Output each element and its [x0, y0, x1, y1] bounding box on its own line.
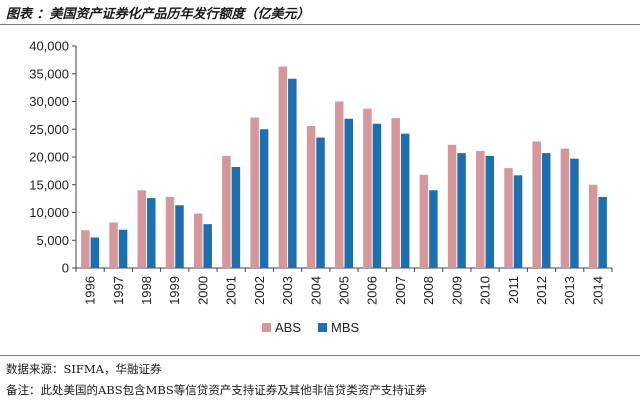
bar-mbs-2013 — [570, 158, 579, 268]
bar-mbs-2004 — [316, 137, 325, 268]
legend-label-abs: ABS — [275, 320, 301, 335]
bar-abs-2000 — [193, 213, 203, 268]
y-tick-label: 40,000 — [29, 39, 69, 54]
x-tick-label: 2002 — [252, 276, 267, 305]
x-tick-label: 1997 — [111, 276, 126, 305]
y-tick-labels: 0 5,000 10,000 15,000 20,000 25,000 30,000 35,0… — [29, 39, 69, 276]
bar-abs-2008 — [419, 174, 429, 268]
bar-abs-2003 — [278, 66, 288, 268]
x-tick-label: 2007 — [393, 276, 408, 305]
chart-legend: ABS MBS — [262, 320, 360, 335]
bar-abs-2012 — [532, 141, 541, 268]
bar-abs-1999 — [165, 196, 175, 268]
y-tick-label: 0 — [62, 261, 69, 276]
x-tick-label: 2001 — [224, 276, 239, 305]
bar-abs-2014 — [588, 184, 598, 268]
chart-bars — [81, 66, 607, 269]
remark-note: 备注：此处美国的ABS包含MBS等信贷资产支持证券及其他非信贷类资产支持证券 — [6, 383, 427, 397]
bar-chart: 1996 1997 1998 1999 2000 2001 2002 2003 2004 2005… — [29, 39, 613, 335]
legend-swatch-mbs — [318, 323, 327, 332]
bar-abs-1997 — [109, 222, 118, 268]
x-tick-label: 1999 — [167, 276, 182, 305]
chart-axes — [72, 45, 613, 272]
y-tick-label: 5,000 — [36, 233, 69, 248]
bar-abs-2011 — [504, 168, 513, 268]
bar-mbs-2008 — [429, 190, 438, 268]
x-tick-label: 2000 — [195, 276, 210, 305]
x-tick-label: 2009 — [449, 276, 464, 305]
bar-mbs-2007 — [400, 133, 410, 268]
x-tick-label: 2014 — [590, 276, 605, 305]
x-tick-label: 2012 — [534, 276, 549, 305]
x-tick-label: 2005 — [337, 276, 352, 305]
bar-abs-1998 — [137, 190, 147, 268]
bar-mbs-2000 — [203, 224, 212, 268]
x-tick-labels: 1996 1997 1998 1999 2000 2001 2002 2003 2004 2005… — [83, 276, 606, 305]
y-tick-label: 35,000 — [29, 66, 69, 81]
bar-mbs-2011 — [513, 175, 523, 268]
title-bar: 图表 ：美国资产证券化产品历年发行额度（亿美元） — [0, 0, 640, 25]
bar-abs-2004 — [306, 125, 316, 268]
chart-title: 图表 ：美国资产证券化产品历年发行额度（亿美元） — [6, 7, 310, 22]
y-tick-label: 15,000 — [29, 177, 69, 192]
footer-divider — [0, 355, 640, 356]
legend-label-mbs: MBS — [331, 320, 360, 335]
bar-mbs-1996 — [90, 237, 100, 268]
y-tick-label: 10,000 — [29, 205, 69, 220]
bar-mbs-2001 — [231, 166, 241, 268]
bar-abs-2010 — [476, 150, 485, 268]
x-tick-label: 2004 — [308, 276, 323, 305]
bar-mbs-2009 — [457, 153, 466, 268]
bar-abs-2001 — [222, 155, 231, 268]
y-tick-label: 25,000 — [29, 122, 69, 137]
bar-mbs-2012 — [541, 153, 551, 268]
bar-mbs-1999 — [175, 205, 184, 268]
x-tick-label: 1998 — [139, 276, 154, 305]
x-tick-label: 1996 — [83, 276, 98, 305]
data-source-note: 数据来源：SIFMA，华融证券 — [6, 362, 162, 376]
bar-mbs-2003 — [288, 78, 297, 268]
x-tick-label: 2006 — [365, 276, 380, 305]
x-tick-label: 2013 — [562, 276, 577, 305]
bar-mbs-2014 — [598, 196, 607, 268]
bar-abs-2005 — [335, 101, 344, 268]
x-tick-label: 2008 — [421, 276, 436, 305]
bar-mbs-2005 — [344, 118, 353, 268]
bar-abs-2002 — [250, 117, 259, 268]
bar-mbs-2010 — [485, 155, 495, 268]
x-tick-label: 2010 — [478, 276, 493, 305]
bar-abs-1996 — [81, 230, 90, 268]
bar-abs-2006 — [363, 108, 372, 268]
bar-abs-2009 — [447, 144, 457, 268]
bar-abs-2007 — [391, 118, 400, 269]
y-tick-label: 20,000 — [29, 150, 69, 165]
y-tick-label: 30,000 — [29, 94, 69, 109]
bar-mbs-2002 — [259, 129, 269, 268]
bar-mbs-1997 — [118, 229, 128, 268]
bar-abs-2013 — [560, 148, 570, 268]
legend-swatch-abs — [262, 323, 271, 332]
x-tick-label: 2003 — [280, 276, 295, 305]
bar-mbs-1998 — [147, 198, 156, 268]
bar-mbs-2006 — [372, 123, 382, 268]
x-tick-label: 2011 — [506, 276, 521, 304]
